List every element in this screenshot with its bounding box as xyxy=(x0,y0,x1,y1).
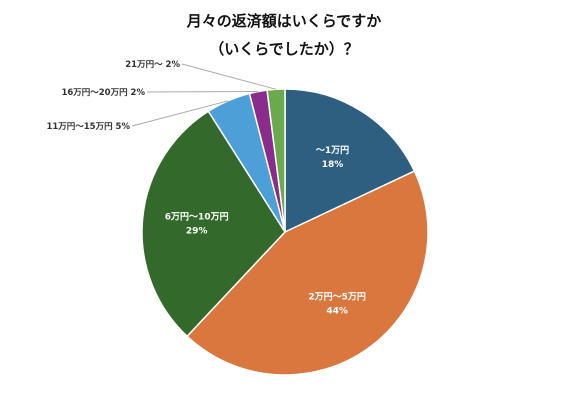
slice-3-label: 6万円〜10万円 xyxy=(165,212,229,223)
slice-3-wedge xyxy=(141,110,286,338)
slice-6-leader-line xyxy=(181,63,277,90)
slice-6-label: 21万円〜 2% xyxy=(125,60,180,70)
slice-2-percent: 44% xyxy=(326,307,348,317)
slice-5-leader-line xyxy=(146,91,259,93)
slice-4-label: 11万円〜15万円 5% xyxy=(46,122,130,132)
chart-title-line2: （いくらでしたか）？ xyxy=(209,40,359,58)
chart-title-line1: 月々の返済額はいくらですか xyxy=(186,12,382,30)
slice-6-wedge xyxy=(266,88,286,233)
slice-2-label: 2万円〜5万円 xyxy=(308,292,366,303)
slice-1-percent: 18% xyxy=(322,160,344,170)
slice-5-label: 16万円〜20万円 2% xyxy=(61,88,145,98)
slice-1-wedge xyxy=(284,88,416,234)
slice-1-label: 〜1万円 xyxy=(316,145,349,156)
slice-3-percent: 29% xyxy=(186,227,208,237)
slice-2-wedge xyxy=(186,170,429,376)
slice-4-leader-line xyxy=(131,100,229,127)
